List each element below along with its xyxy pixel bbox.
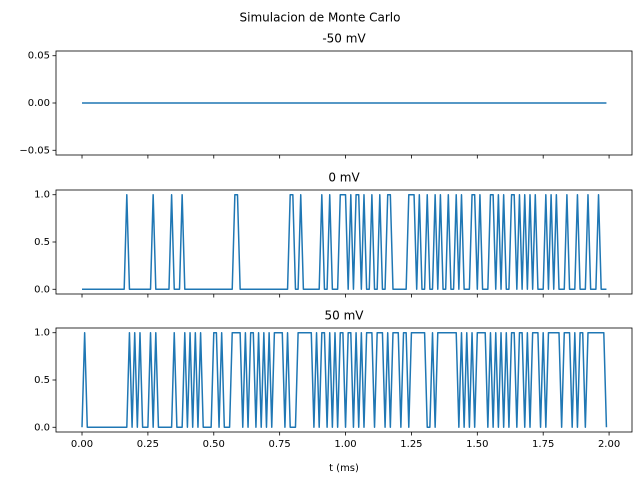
series-line	[81, 331, 608, 429]
axes-title: 50 mV	[325, 309, 365, 323]
x-tick-label: 0.75	[269, 439, 291, 450]
x-tick-label: 0.25	[137, 439, 159, 450]
y-tick-label: −0.05	[19, 145, 50, 156]
x-tick-label: 1.75	[532, 439, 554, 450]
y-tick-label: 0.0	[34, 284, 50, 295]
figure-title: Simulacion de Monte Carlo	[240, 11, 401, 25]
y-tick-label: 0.00	[28, 98, 50, 109]
y-tick-label: 0.5	[34, 375, 50, 386]
axes-frame	[55, 189, 633, 295]
x-tick-label: 2.00	[598, 439, 620, 450]
x-tick-label: 1.00	[334, 439, 356, 450]
axes-frame	[55, 327, 633, 433]
x-tick-label: 0.00	[71, 439, 93, 450]
y-tick-label: 0.05	[28, 51, 50, 62]
x-tick-label: 1.25	[400, 439, 422, 450]
axes-frame	[55, 50, 633, 156]
x-axis-label: t (ms)	[329, 463, 359, 474]
y-tick-label: 1.0	[34, 328, 50, 339]
series-line	[82, 193, 607, 291]
x-tick-label: 0.50	[203, 439, 225, 450]
x-tick-label: 1.50	[466, 439, 488, 450]
y-tick-label: 0.5	[34, 237, 50, 248]
axes-title: -50 mV	[322, 32, 366, 46]
y-tick-label: 1.0	[34, 190, 50, 201]
y-tick-label: 0.0	[34, 422, 50, 433]
axes-title: 0 mV	[328, 171, 360, 185]
